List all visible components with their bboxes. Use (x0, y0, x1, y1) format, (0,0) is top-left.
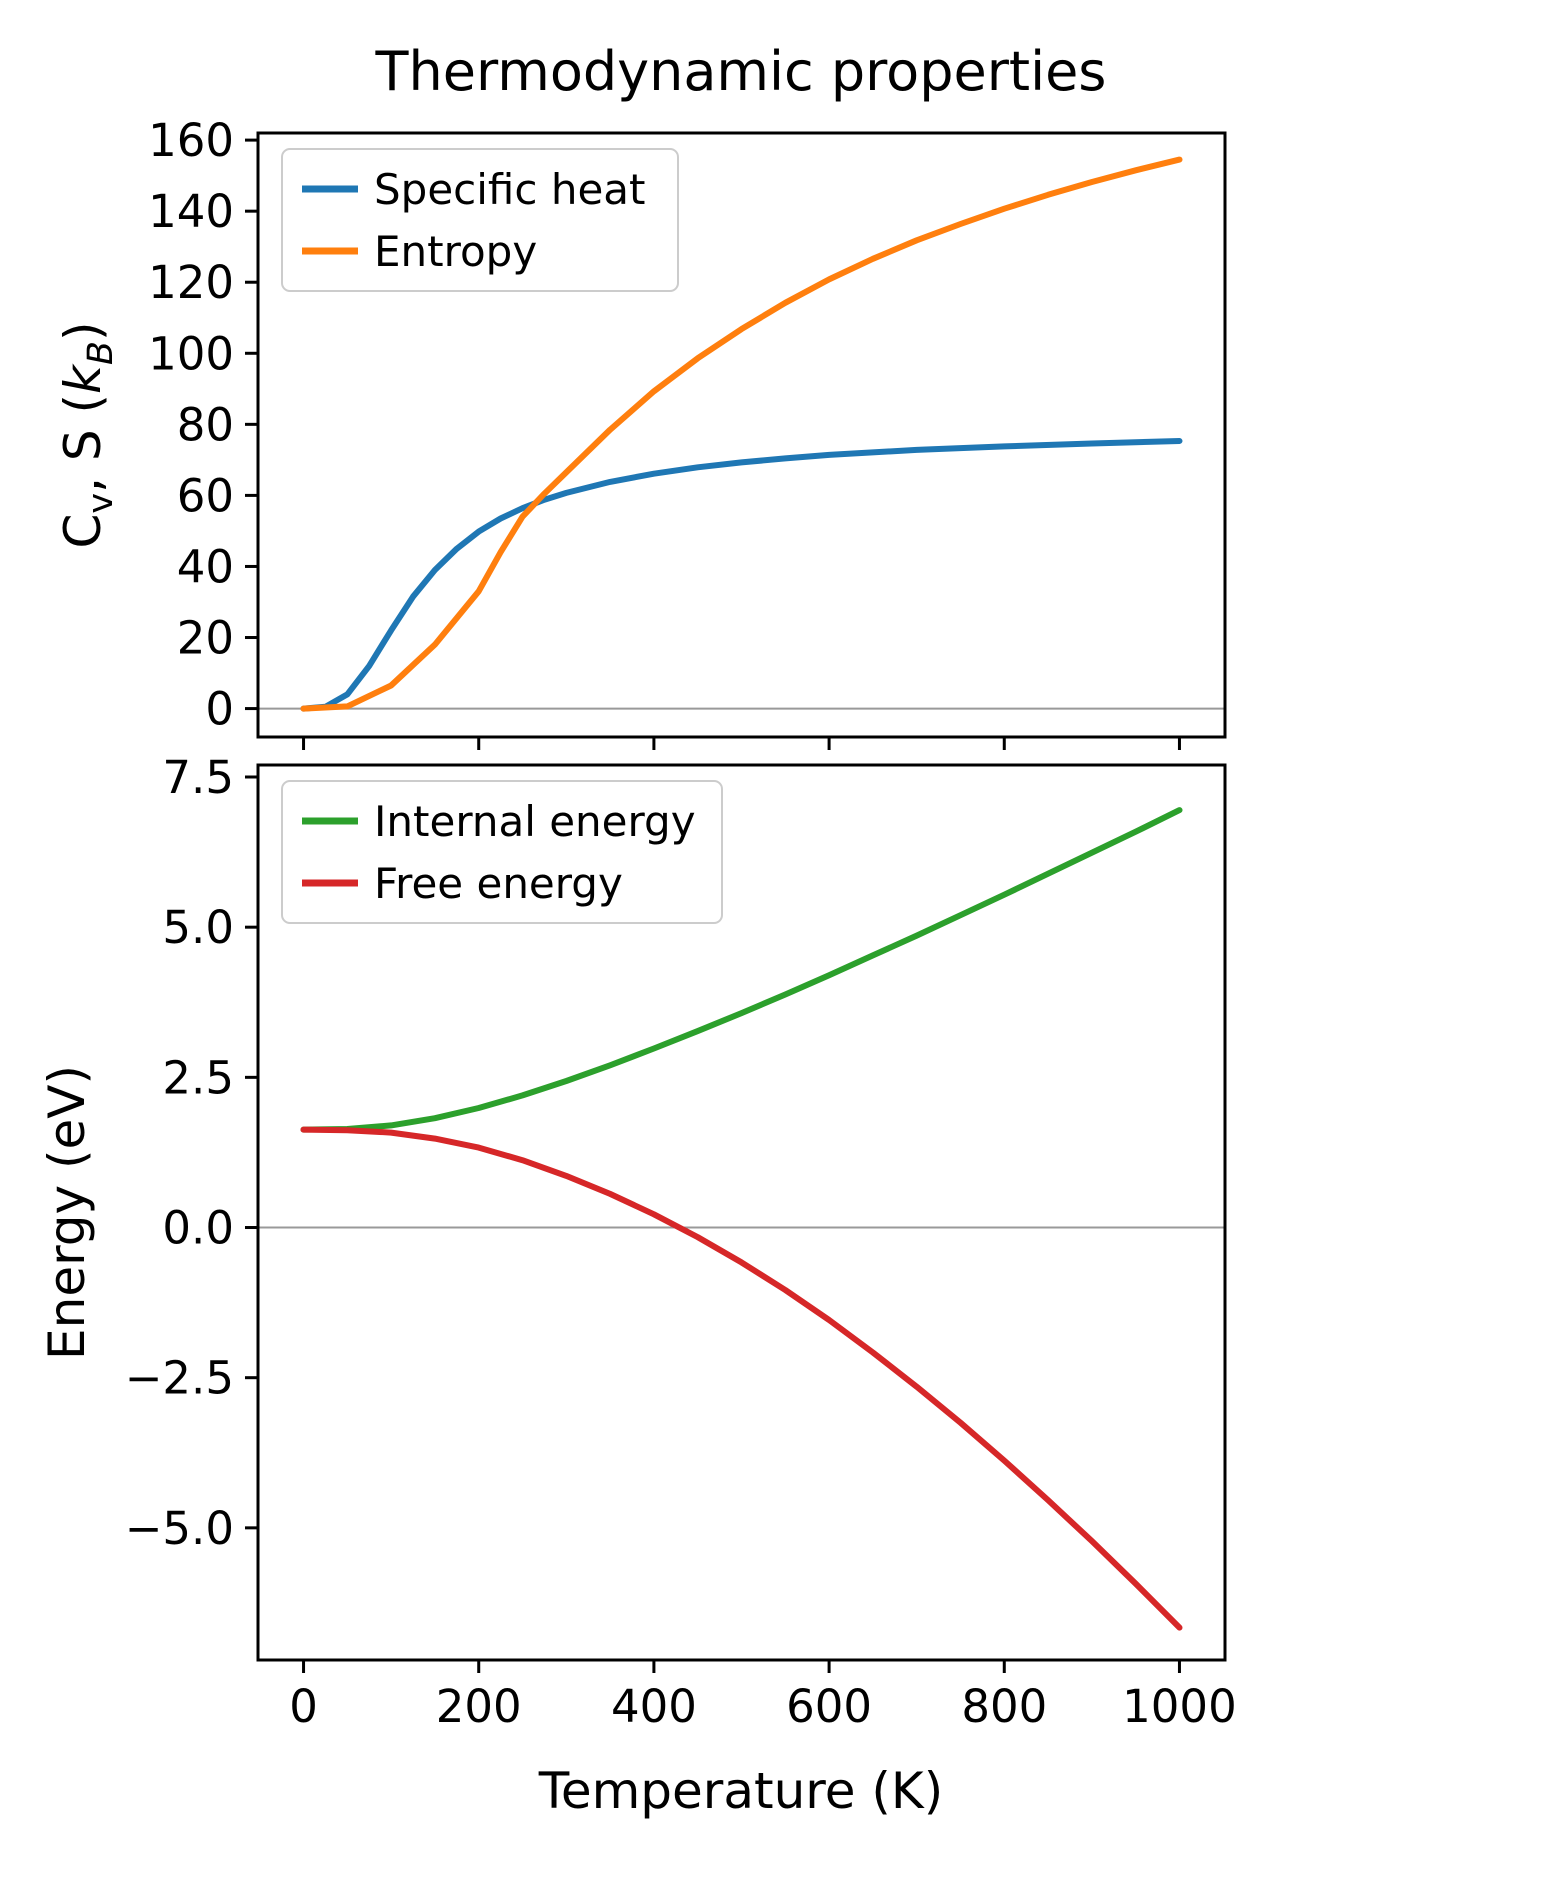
y-axis-label: Energy (eV) (38, 1065, 96, 1360)
legend-label: Specific heat (374, 165, 645, 214)
y-tick-label: 80 (177, 398, 234, 451)
specific-heat-curve (300, 438, 1183, 712)
x-tick-label: 800 (961, 1680, 1047, 1733)
x-tick-label: 200 (436, 1680, 522, 1733)
y-tick-label: 140 (148, 185, 234, 238)
axes-frame (256, 763, 1227, 1662)
y-tick-label: −5.0 (125, 1502, 234, 1555)
figure-title: Thermodynamic properties (375, 40, 1107, 103)
x-tick-label: 1000 (1122, 1680, 1237, 1733)
x-tick-label: 400 (611, 1680, 697, 1733)
bottom-plot: 0 200 400 600 800 1000 −5.0 −2.5 0.0 2.5 5.0 7.5 Ene… (38, 751, 1237, 1733)
entropy-curve (300, 156, 1183, 712)
y-tick-label: 120 (148, 256, 234, 309)
y-tick-label: 0 (205, 683, 234, 736)
y-tick-label: 0.0 (162, 1202, 234, 1255)
y-axis-label: Cv, S (kB) (54, 321, 121, 548)
y-tick-label: 40 (177, 540, 234, 593)
y-tick-label: 60 (177, 469, 234, 522)
x-tick-label: 0 (289, 1680, 318, 1733)
legend-box (281, 780, 723, 924)
internal-energy-curve (300, 807, 1183, 1133)
legend-label: Entropy (374, 227, 537, 276)
y-tick-label: 20 (177, 612, 234, 665)
y-tick-label: 100 (148, 327, 234, 380)
legend-box (281, 148, 679, 292)
y-tick-label: 5.0 (162, 901, 234, 954)
top-plot: 0 20 40 60 80 100 120 140 160 Cv, S (kB) Specific … (54, 114, 1227, 750)
x-tick-label: 600 (786, 1680, 872, 1733)
free-energy-curve (300, 1126, 1183, 1631)
axes-frame (256, 131, 1227, 739)
y-tick-label: 2.5 (162, 1051, 234, 1104)
x-axis-label: Temperature (K) (538, 1762, 943, 1820)
y-tick-label: 7.5 (162, 751, 234, 804)
y-tick-label: 160 (148, 114, 234, 167)
y-tick-label: −2.5 (125, 1352, 234, 1405)
legend-label: Internal energy (374, 797, 696, 846)
legend-label: Free energy (374, 859, 623, 908)
